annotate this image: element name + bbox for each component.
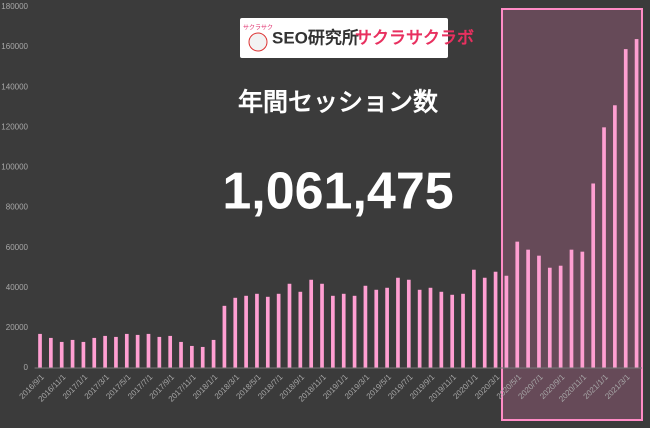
bar: [341, 293, 346, 368]
bar: [146, 333, 151, 368]
bar: [157, 336, 162, 368]
bar: [179, 341, 183, 368]
logo-badge: サクラサク: [243, 25, 273, 32]
bar: [515, 241, 520, 368]
bar: [168, 335, 173, 368]
bar: [634, 39, 639, 368]
y-tick-label: 0: [24, 363, 29, 372]
bar: [81, 341, 86, 368]
bar: [124, 333, 129, 368]
bar: [569, 249, 574, 368]
y-tick-label: 140000: [1, 82, 28, 91]
bar: [211, 339, 216, 368]
bar: [92, 337, 97, 368]
bar: [450, 294, 455, 368]
bar: [320, 283, 324, 368]
bar: [59, 341, 64, 368]
y-tick-label: 120000: [1, 122, 28, 131]
y-tick-label: 80000: [6, 203, 29, 212]
bar: [439, 291, 444, 368]
bar: [38, 333, 42, 368]
logo-icon: [248, 32, 268, 52]
chart-title: 年間セッション数: [238, 88, 439, 117]
logo-brand: サクラサクラボ: [355, 28, 474, 47]
logo-box: [240, 18, 448, 58]
bar: [200, 346, 205, 368]
bar: [623, 49, 628, 368]
bar: [482, 277, 487, 368]
bar: [135, 334, 140, 368]
bar: [428, 287, 433, 368]
y-tick-label: 160000: [1, 42, 28, 51]
bar: [244, 295, 248, 368]
y-tick-label: 60000: [6, 243, 29, 252]
logo-name: SEO研究所: [272, 27, 359, 47]
bar: [417, 289, 422, 368]
bar: [558, 265, 563, 368]
bar: [114, 336, 118, 368]
bar: [461, 293, 465, 368]
bar: [233, 297, 238, 368]
bar: [396, 277, 400, 368]
bar: [298, 291, 303, 368]
bar: [276, 293, 281, 368]
y-tick-label: 180000: [1, 2, 28, 11]
bar: [493, 271, 498, 368]
bar: [602, 127, 606, 368]
bar: [537, 255, 541, 368]
bar: [613, 105, 617, 369]
bar: [406, 279, 411, 368]
total-annotation: 1,061,475: [222, 163, 453, 221]
bar: [255, 293, 259, 368]
bar: [580, 251, 585, 368]
bar: [222, 305, 227, 368]
bar: [287, 283, 292, 368]
bar: [385, 287, 389, 368]
y-tick-label: 20000: [6, 323, 29, 332]
bar: [504, 275, 509, 368]
bar: [265, 296, 270, 368]
bar: [591, 183, 596, 368]
bar: [352, 295, 357, 368]
bar: [363, 285, 368, 368]
y-tick-label: 40000: [6, 283, 29, 292]
bar: [49, 337, 53, 368]
bar: [526, 249, 530, 368]
bar: [374, 289, 379, 368]
bar: [547, 267, 552, 368]
bar: [472, 269, 476, 368]
y-tick-label: 100000: [1, 163, 28, 172]
bar: [331, 295, 335, 368]
bar: [309, 279, 314, 368]
bar: [190, 345, 194, 368]
bar: [70, 339, 75, 368]
bar: [103, 335, 107, 368]
